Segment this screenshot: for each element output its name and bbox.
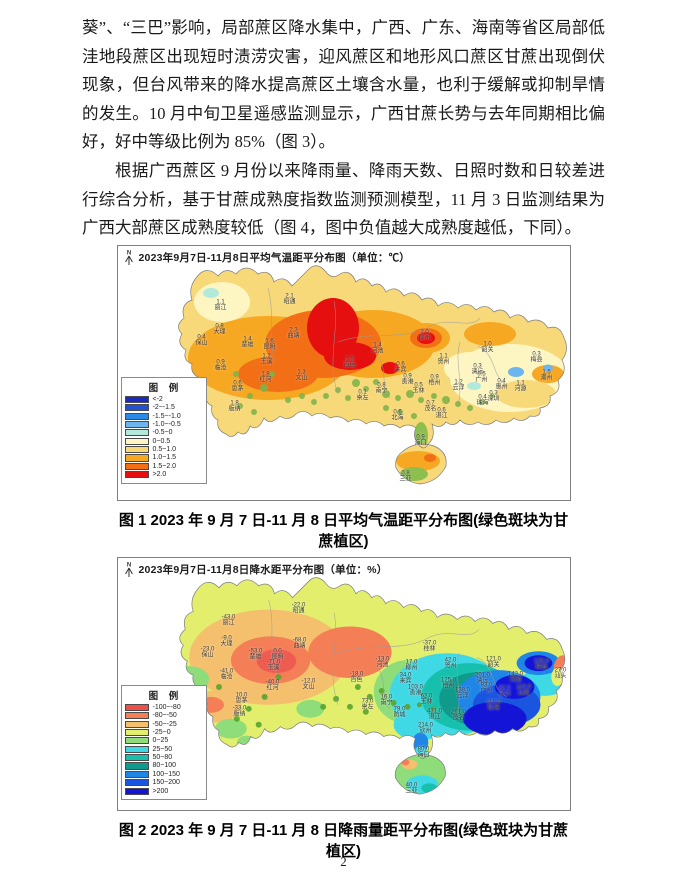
legend-entry: -2~-1.5 bbox=[124, 404, 203, 412]
legend-swatch bbox=[124, 754, 149, 762]
legend-swatch bbox=[124, 770, 149, 778]
legend-entry: 50~80 bbox=[124, 754, 203, 762]
legend-swatch bbox=[124, 737, 149, 745]
legend-swatch bbox=[124, 787, 149, 795]
legend-label: -50~-25 bbox=[152, 720, 177, 728]
legend-swatch bbox=[124, 728, 149, 737]
legend-label: 100~150 bbox=[152, 770, 180, 778]
legend-label: -80~-50 bbox=[152, 712, 177, 720]
temperature-map-frame: N 2023年9月7日-11月8日平均气温距平分布图（单位：℃） bbox=[116, 244, 571, 501]
legend-label: -100~-80 bbox=[152, 703, 181, 711]
svg-text:N: N bbox=[126, 562, 130, 568]
legend-swatch bbox=[124, 395, 149, 403]
legend-entry: -1.5~-1.0 bbox=[124, 412, 203, 420]
legend-swatch bbox=[124, 429, 149, 437]
legend-entry: -100~-80 bbox=[124, 703, 203, 711]
paragraph: 根据广西蔗区 9 月份以来降雨量、降雨天数、日照时数和日较差进行综合分析，基于甘… bbox=[82, 160, 605, 238]
legend-entry: 150~200 bbox=[124, 779, 203, 787]
legend-entry: 0~25 bbox=[124, 737, 203, 745]
north-arrow-icon: N bbox=[124, 562, 133, 577]
legend-swatch bbox=[124, 779, 149, 787]
legend-label: 0~25 bbox=[152, 737, 169, 745]
legend-rows: <-2 -2~-1.5 -1.5~-1.0 -1.0~-0.5 bbox=[124, 395, 203, 479]
legend-label: -2~-1.5 bbox=[152, 404, 175, 412]
legend-rows: -100~-80 -80~-50 -50~-25 -25~0 bbox=[124, 703, 203, 795]
map-title-row: N 2023年9月7日-11月8日降水距平分布图（单位：%） bbox=[124, 561, 388, 578]
figure-1-caption: 图 1 2023 年 9 月 7 日-11 月 8 日平均气温距平分布图(绿色斑… bbox=[118, 511, 569, 550]
paragraph: 葵”、“三巴”影响，局部蔗区降水集中，广西、广东、海南等省区局部低洼地段蔗区出现… bbox=[82, 18, 605, 152]
legend-label: -0.5~0 bbox=[152, 429, 173, 437]
legend-entry: 80~100 bbox=[124, 762, 203, 770]
legend-entry: -0.5~0 bbox=[124, 429, 203, 437]
legend-entry: 1.0~1.5 bbox=[124, 454, 203, 462]
legend-label: -1.0~-0.5 bbox=[152, 420, 181, 428]
legend-swatch bbox=[124, 471, 149, 479]
legend-swatch bbox=[124, 462, 149, 470]
legend-swatch bbox=[124, 437, 149, 445]
legend-entry: -80~-50 bbox=[124, 712, 203, 720]
legend-swatch bbox=[124, 420, 149, 429]
legend-swatch bbox=[124, 454, 149, 462]
svg-text:N: N bbox=[126, 250, 130, 256]
legend-label: -1.5~-1.0 bbox=[152, 412, 181, 420]
legend-swatch bbox=[124, 703, 149, 711]
legend-label: <-2 bbox=[152, 395, 163, 403]
legend-label: 1.5~2.0 bbox=[152, 462, 177, 470]
legend-label: -25~0 bbox=[152, 728, 171, 736]
legend-label: 0.5~1.0 bbox=[152, 446, 177, 454]
legend-label: >200 bbox=[152, 787, 169, 795]
legend-label: 25~50 bbox=[152, 745, 173, 753]
precipitation-map-graphic bbox=[178, 576, 565, 795]
map-title: 2023年9月7日-11月8日平均气温距平分布图（单位：℃） bbox=[138, 251, 410, 264]
legend-entry: 0.5~1.0 bbox=[124, 446, 203, 454]
legend-entry: 100~150 bbox=[124, 770, 203, 778]
legend-label: 80~100 bbox=[152, 762, 177, 770]
legend-label: >2.0 bbox=[152, 471, 167, 479]
page-number: 2 bbox=[340, 854, 347, 869]
legend-swatch bbox=[124, 745, 149, 753]
temperature-map-graphic bbox=[177, 265, 567, 485]
legend-swatch bbox=[124, 720, 149, 728]
precipitation-map-frame: N 2023年9月7日-11月8日降水距平分布图（单位：%） bbox=[116, 556, 571, 811]
legend-title: 图 例 bbox=[148, 382, 183, 394]
map-title-row: N 2023年9月7日-11月8日平均气温距平分布图（单位：℃） bbox=[124, 249, 410, 266]
north-arrow-icon: N bbox=[124, 250, 133, 265]
temperature-legend: 图 例 <-2 -2~-1.5 -1.5~-1.0 bbox=[120, 376, 207, 484]
legend-entry: -1.0~-0.5 bbox=[124, 420, 203, 429]
legend-title: 图 例 bbox=[148, 690, 183, 702]
legend-swatch bbox=[124, 412, 149, 420]
legend-entry: -50~-25 bbox=[124, 720, 203, 728]
legend-entry: <-2 bbox=[124, 395, 203, 403]
figure-2: N 2023年9月7日-11月8日降水距平分布图（单位：%） bbox=[116, 556, 571, 861]
map-title: 2023年9月7日-11月8日降水距平分布图（单位：%） bbox=[138, 563, 388, 576]
legend-label: 50~80 bbox=[152, 754, 173, 762]
legend-entry: -25~0 bbox=[124, 728, 203, 737]
legend-swatch bbox=[124, 446, 149, 454]
legend-entry: >2.0 bbox=[124, 471, 203, 479]
legend-swatch bbox=[124, 762, 149, 770]
legend-label: 150~200 bbox=[152, 779, 180, 787]
legend-entry: 0~0.5 bbox=[124, 437, 203, 445]
legend-swatch bbox=[124, 404, 149, 412]
legend-entry: 25~50 bbox=[124, 745, 203, 753]
document-text: 葵”、“三巴”影响，局部蔗区降水集中，广西、广东、海南等省区局部低洼地段蔗区出现… bbox=[82, 14, 605, 243]
legend-entry: >200 bbox=[124, 787, 203, 795]
precipitation-legend: 图 例 -100~-80 -80~-50 -50~-25 bbox=[120, 684, 207, 800]
figure-2-caption: 图 2 2023 年 9 月 7 日-11 月 8 日降雨量距平分布图(绿色斑块… bbox=[118, 821, 569, 860]
legend-swatch bbox=[124, 712, 149, 720]
figure-1: N 2023年9月7日-11月8日平均气温距平分布图（单位：℃） bbox=[116, 244, 571, 551]
legend-entry: 1.5~2.0 bbox=[124, 462, 203, 470]
legend-label: 1.0~1.5 bbox=[152, 454, 177, 462]
legend-label: 0~0.5 bbox=[152, 437, 171, 445]
